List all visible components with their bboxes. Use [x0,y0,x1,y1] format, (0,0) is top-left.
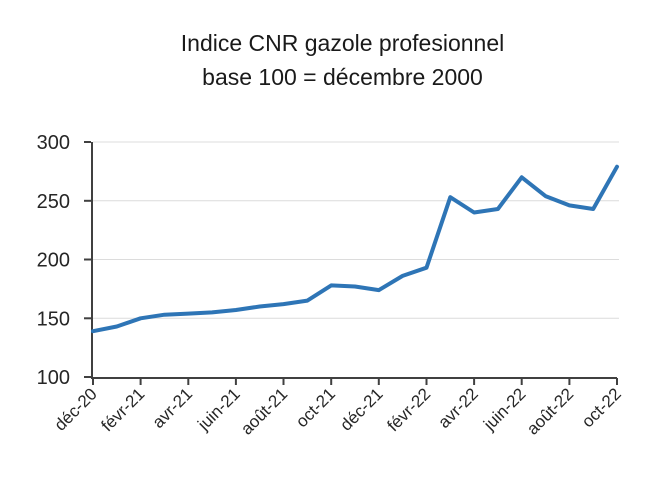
x-tick-label: févr-21 [98,384,149,435]
x-tick-label: oct-21 [292,384,339,431]
x-tick-label: juin-21 [193,384,243,434]
x-tick-label: avr-21 [149,384,197,432]
x-tick-label: févr-22 [383,384,434,435]
x-tick-label: juin-22 [479,384,529,434]
y-tick-label: 300 [37,132,70,154]
x-tick-label: déc-20 [51,384,101,434]
y-tick-label: 250 [37,191,70,213]
data-line [91,164,619,334]
y-tick-label: 150 [37,308,70,330]
x-tick-label: avr-22 [434,384,482,432]
x-tick-label: août-22 [523,384,577,438]
x-tick-label: août-21 [237,384,291,438]
chart-title-line1: Indice CNR gazole profesionnel [180,30,505,56]
x-tick-label: déc-21 [336,384,386,434]
y-tick-label: 100 [37,367,70,389]
y-tick-label: 200 [37,250,70,272]
chart-title-line2: base 100 = décembre 2000 [202,64,483,90]
chart-title: Indice CNR gazole profesionnel base 100 … [20,26,662,94]
x-tick-label: oct-22 [578,384,625,431]
